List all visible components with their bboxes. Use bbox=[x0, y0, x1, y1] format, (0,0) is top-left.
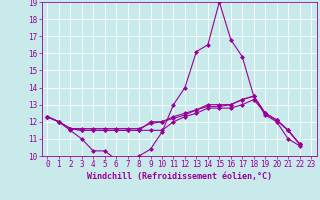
X-axis label: Windchill (Refroidissement éolien,°C): Windchill (Refroidissement éolien,°C) bbox=[87, 172, 272, 181]
